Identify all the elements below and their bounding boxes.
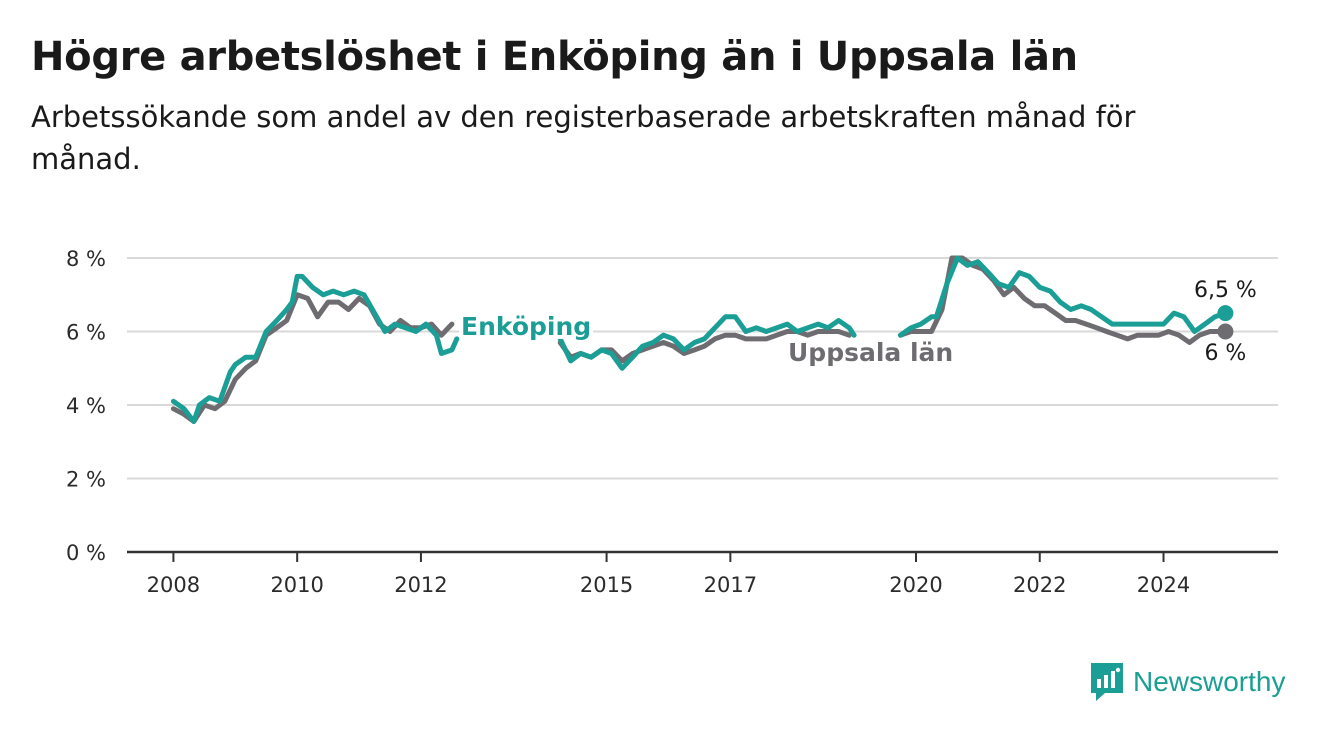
x-tick-label: 2017	[704, 573, 757, 597]
series-line-enkoping	[898, 255, 1228, 338]
end-dot-uppsala	[1217, 323, 1234, 340]
newsworthy-icon	[1091, 663, 1123, 701]
end-label-enkoping: 6,5 %	[1194, 278, 1257, 303]
x-axis-labels: 2008 2010 2012 2015 2017 2020 2022 2024	[147, 573, 1191, 597]
series-label-uppsala-halo: Uppsala län	[788, 338, 953, 367]
newsworthy-logo: Newsworthy	[1089, 660, 1285, 704]
series-line-enkoping	[557, 314, 857, 371]
series-label-enkoping: Enköping	[461, 312, 591, 341]
x-tick-label: 2015	[580, 573, 633, 597]
end-label-uppsala: 6 %	[1204, 341, 1246, 366]
x-axis	[127, 550, 1278, 562]
x-tick-label: 2022	[1013, 573, 1066, 597]
series-line-enkoping	[170, 273, 460, 424]
x-tick-label: 2008	[147, 573, 200, 597]
y-axis-labels: 0 % 2 % 4 % 6 % 8 %	[66, 247, 106, 565]
x-tick-label: 2012	[394, 573, 447, 597]
x-tick-label: 2010	[270, 573, 323, 597]
series-line-uppsala	[170, 292, 455, 424]
end-dot-enkoping	[1217, 305, 1234, 322]
y-tick-label: 2 %	[66, 468, 106, 492]
y-tick-label: 6 %	[66, 321, 106, 345]
y-tick-label: 8 %	[66, 247, 106, 271]
y-gridlines	[127, 257, 1278, 480]
x-tick-label: 2020	[889, 573, 942, 597]
chart-subtitle: Arbetssökande som andel av den registerb…	[31, 100, 1136, 176]
y-tick-label: 0 %	[66, 541, 106, 565]
brand-name: Newsworthy	[1133, 666, 1286, 697]
series-label-uppsala: Uppsala län	[788, 338, 953, 367]
series-line-uppsala	[898, 255, 1228, 345]
series-lines	[170, 255, 1234, 424]
chart-title: Högre arbetslöshet i Enköping än i Uppsa…	[31, 34, 1078, 80]
x-tick-label: 2024	[1137, 573, 1190, 597]
y-tick-label: 4 %	[66, 394, 106, 418]
series-label-enkoping-halo: Enköping	[461, 312, 591, 341]
